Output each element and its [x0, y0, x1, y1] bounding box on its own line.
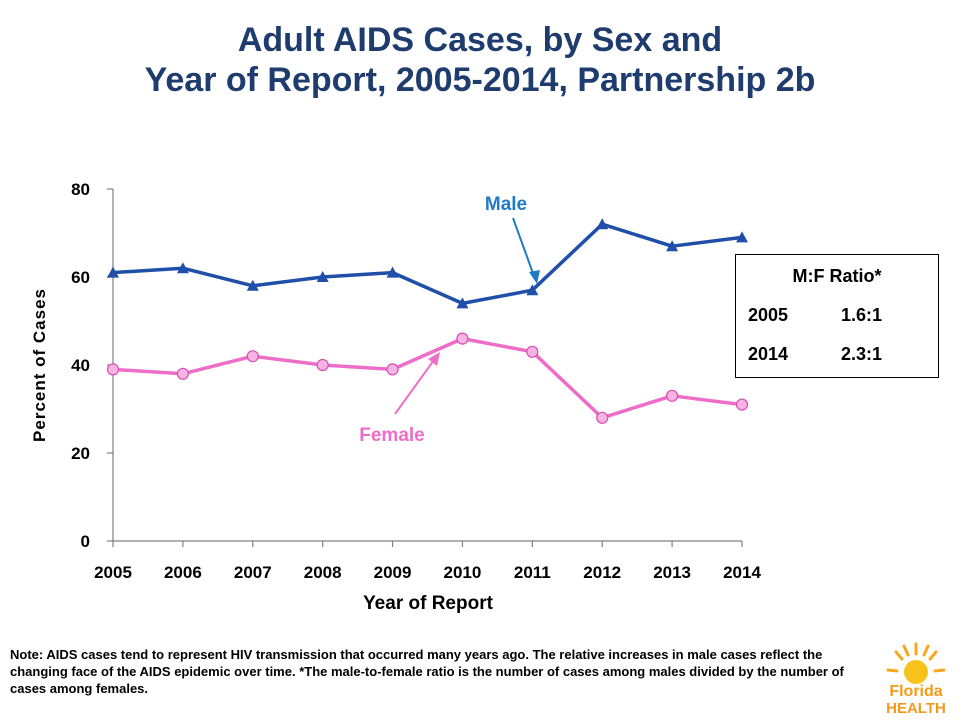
chart-series: [106, 218, 749, 424]
series-male: [107, 218, 748, 309]
logo-text-florida: Florida: [889, 683, 942, 700]
data-point-female: [526, 345, 539, 358]
data-point-female: [596, 411, 609, 424]
x-tick-label: 2013: [653, 563, 691, 582]
data-point-male: [596, 218, 609, 230]
florida-health-logo: Florida HEALTH: [880, 640, 952, 716]
x-tick-label: 2014: [723, 563, 761, 582]
data-point-female: [735, 398, 749, 411]
annotation-male-label: Male: [485, 194, 527, 215]
y-tick-label: 20: [71, 444, 90, 463]
chart-axes: 0 20 40 60 80 2005 2006 2007 2008 2009 2010 2011 201…: [30, 180, 761, 614]
sun-icon: [886, 642, 946, 684]
x-axis-label: Year of Report: [363, 593, 494, 614]
x-tick-label: 2010: [444, 563, 482, 582]
y-axis-label: Percent of Cases: [30, 288, 49, 442]
data-point-male: [107, 266, 119, 278]
x-tick-label: 2009: [374, 563, 412, 582]
y-tick-label: 80: [71, 180, 90, 199]
data-point-male: [316, 271, 329, 282]
annotation-female-label: Female: [359, 425, 424, 446]
x-tick-label: 2012: [583, 563, 621, 582]
arrowhead-icon: [529, 270, 540, 284]
chart-annotations: Male Female: [359, 194, 540, 446]
data-point-male: [386, 266, 399, 278]
data-point-male: [666, 240, 679, 252]
annotation-male-arrow: [512, 217, 535, 277]
chart-title-line2: Year of Report, 2005-2014, Partnership 2…: [144, 61, 816, 99]
data-point-female: [176, 367, 189, 380]
y-tick-label: 60: [71, 268, 90, 287]
data-point-male: [456, 297, 469, 309]
annotation-female-arrow: [394, 359, 435, 415]
mf-ratio-box: M:F Ratio* 2005 1.6:1 2014 2.3:1: [735, 254, 939, 378]
data-point-female: [106, 363, 120, 376]
data-point-female: [316, 358, 329, 372]
x-tick-label: 2006: [164, 563, 202, 582]
ratio-heading: M:F Ratio*: [792, 266, 882, 286]
arrowhead-icon: [428, 352, 440, 366]
ratio-year: 2014: [748, 344, 789, 364]
data-point-male: [736, 231, 748, 243]
ratio-value: 1.6:1: [841, 305, 883, 325]
logo-text-health: HEALTH: [886, 700, 946, 716]
data-point-male: [176, 262, 189, 274]
footnote: Note: AIDS cases tend to represent HIV t…: [10, 647, 844, 696]
chart-title-line1: Adult AIDS Cases, by Sex and: [237, 21, 723, 59]
series-line-male: [112, 222, 743, 306]
x-tick-label: 2007: [234, 563, 272, 582]
y-tick-label: 40: [71, 356, 90, 375]
ratio-value: 2.3:1: [841, 344, 883, 364]
x-tick-label: 2011: [514, 563, 551, 582]
data-point-male: [246, 279, 259, 291]
data-point-female: [386, 363, 399, 376]
data-point-female: [456, 332, 469, 345]
x-tick-label: 2008: [304, 563, 342, 582]
series-female: [106, 332, 749, 424]
series-line-female: [112, 336, 743, 420]
data-point-female: [666, 389, 679, 402]
data-point-female: [246, 350, 259, 363]
y-tick-label: 0: [81, 532, 90, 551]
chart-title: Adult AIDS Cases, by Sex and Year of Rep…: [0, 20, 960, 100]
x-tick-label: 2005: [94, 563, 132, 582]
ratio-year: 2005: [748, 305, 789, 325]
data-point-male: [526, 284, 539, 296]
